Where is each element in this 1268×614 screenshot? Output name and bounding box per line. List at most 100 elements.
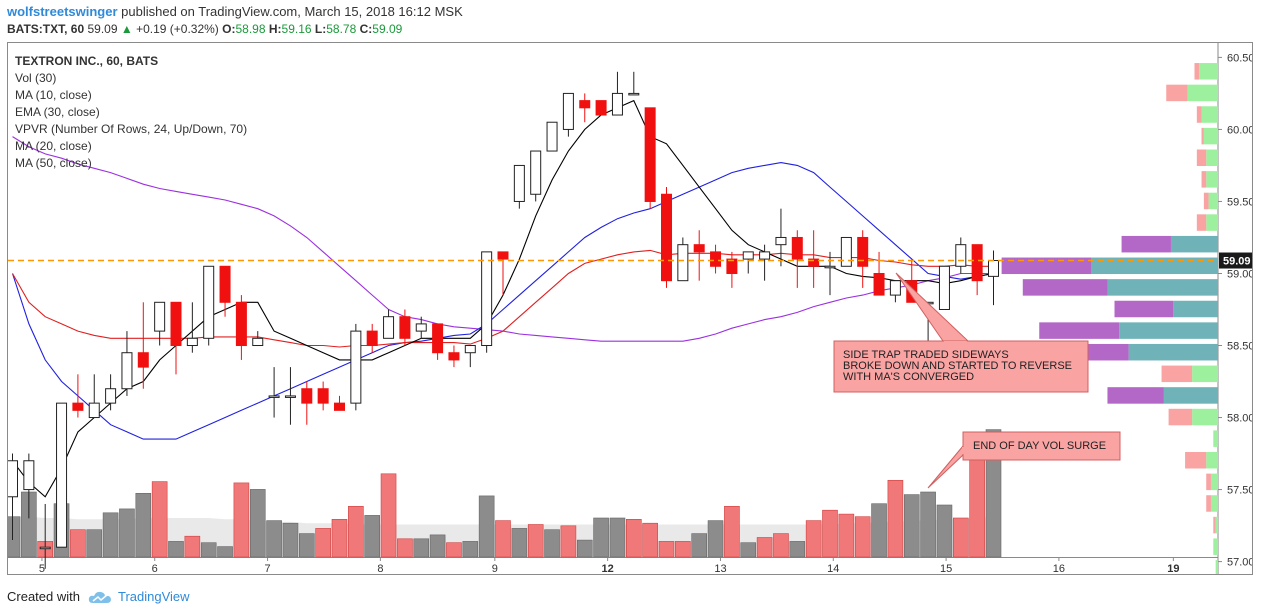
- tradingview-cloud-icon: [88, 591, 111, 603]
- vpvr-up-bar: [1192, 408, 1218, 426]
- candle-body: [661, 193, 672, 282]
- candle-body: [791, 236, 803, 260]
- vpvr-up-bar: [1201, 106, 1218, 123]
- volume-bar: [576, 539, 593, 558]
- candle-body: [759, 251, 771, 260]
- candle-body: [644, 107, 656, 202]
- low-label: L:: [314, 22, 327, 36]
- high-label: H:: [268, 22, 282, 36]
- candle-body: [301, 388, 313, 404]
- volume-bar: [70, 529, 86, 558]
- candle-body: [284, 395, 296, 398]
- side-trap-pointer: [895, 272, 970, 342]
- vpvr-up-bar: [1213, 430, 1218, 447]
- vpvr-down-bar: [1206, 495, 1211, 512]
- vpvr-down-bar: [1039, 322, 1120, 339]
- vpvr-up-bar: [1119, 322, 1218, 339]
- time-tick-label: 12: [602, 563, 614, 575]
- legend-vpvr: VPVR (Number Of Rows, 24, Up/Down, 70): [15, 122, 248, 136]
- candle-body: [252, 337, 264, 347]
- volume-bar: [952, 517, 969, 558]
- volume-bar: [838, 513, 855, 558]
- candle-body: [39, 546, 51, 550]
- volume-bar: [609, 517, 626, 558]
- vpvr-up-bar: [1215, 560, 1218, 574]
- candle-body: [808, 258, 820, 267]
- vpvr-down-bar: [1161, 365, 1193, 383]
- volume-bar: [773, 533, 789, 558]
- candle-body: [562, 92, 574, 130]
- volume-bar: [625, 518, 642, 558]
- ma20-line: [11, 162, 994, 440]
- volume-bar: [233, 482, 250, 558]
- volume-bar: [249, 489, 266, 558]
- price-tick-label: 57.50: [1227, 485, 1253, 497]
- author-link[interactable]: wolfstreetswinger: [7, 4, 118, 19]
- candle-body: [611, 92, 623, 116]
- vpvr-up-bar: [1213, 538, 1218, 555]
- vpvr-up-bar: [1107, 279, 1218, 296]
- time-tick-label: 9: [492, 563, 498, 575]
- time-tick-label: 6: [152, 563, 158, 575]
- volume-bar: [985, 429, 1002, 558]
- vpvr-down-bar: [1201, 127, 1204, 145]
- volume-bar: [675, 541, 691, 558]
- candle-body: [121, 352, 133, 390]
- vpvr-down-bar: [1194, 63, 1200, 80]
- volume-bar: [217, 546, 233, 558]
- vpvr-up-bar: [1210, 495, 1218, 512]
- candle-body: [889, 280, 901, 296]
- up-arrow-icon: ▲: [120, 22, 133, 36]
- volume-bar: [8, 516, 21, 558]
- volume-bar: [478, 495, 495, 558]
- candle-body: [938, 265, 950, 310]
- time-tick-label: 16: [1053, 563, 1065, 575]
- candle-body: [8, 460, 18, 498]
- close-label: C:: [359, 22, 373, 36]
- vpvr-up-bar: [1215, 516, 1218, 534]
- volume-bar: [707, 520, 724, 558]
- candle-body: [137, 352, 149, 368]
- volume-bar: [135, 492, 152, 558]
- candle-body: [693, 244, 705, 253]
- candle-body: [56, 402, 68, 548]
- candle-body: [235, 301, 247, 347]
- vpvr-up-bar: [1199, 63, 1218, 80]
- candle-body: [595, 100, 607, 116]
- candle-body: [742, 251, 754, 260]
- chart-panel[interactable]: SIDE TRAP TRADED SIDEWAYS BROKE DOWN AND …: [7, 42, 1253, 575]
- vpvr-down-bar: [1107, 387, 1164, 404]
- candle-body: [366, 330, 378, 347]
- tradingview-brand-link[interactable]: TradingView: [117, 589, 190, 604]
- candle-body: [219, 265, 231, 303]
- indicator-legend: TEXTRON INC., 60, BATS Vol (30) MA (10, …: [15, 53, 247, 172]
- candle-body: [334, 402, 345, 411]
- candle-body: [857, 236, 869, 267]
- vpvr-down-bar: [1022, 279, 1108, 296]
- candle-body: [72, 402, 84, 411]
- vpvr-down-bar: [1201, 171, 1207, 188]
- time-tick-label: 14: [827, 563, 839, 575]
- volume-bar: [756, 537, 773, 558]
- created-with-text: Created with: [7, 589, 80, 604]
- vpvr-up-bar: [1203, 127, 1218, 145]
- footer: Created with TradingView: [7, 589, 190, 604]
- volume-bar: [936, 504, 953, 558]
- candle-body: [481, 251, 493, 347]
- last-price: 59.09: [87, 22, 118, 36]
- volume-bar: [168, 541, 184, 558]
- candle-body: [23, 460, 35, 491]
- candle-body: [579, 100, 591, 109]
- candle-body: [105, 388, 117, 404]
- candle-body: [186, 337, 198, 347]
- volume-bar: [315, 528, 331, 558]
- volume-bar: [871, 503, 887, 558]
- vpvr-up-bar: [1170, 235, 1218, 253]
- volume-bar: [724, 505, 740, 558]
- candle-body: [775, 236, 787, 246]
- vpvr-up-bar: [1206, 452, 1218, 469]
- candle-body: [824, 265, 836, 269]
- volume-bar: [544, 529, 560, 558]
- price-change: +0.19 (+0.32%): [136, 22, 219, 36]
